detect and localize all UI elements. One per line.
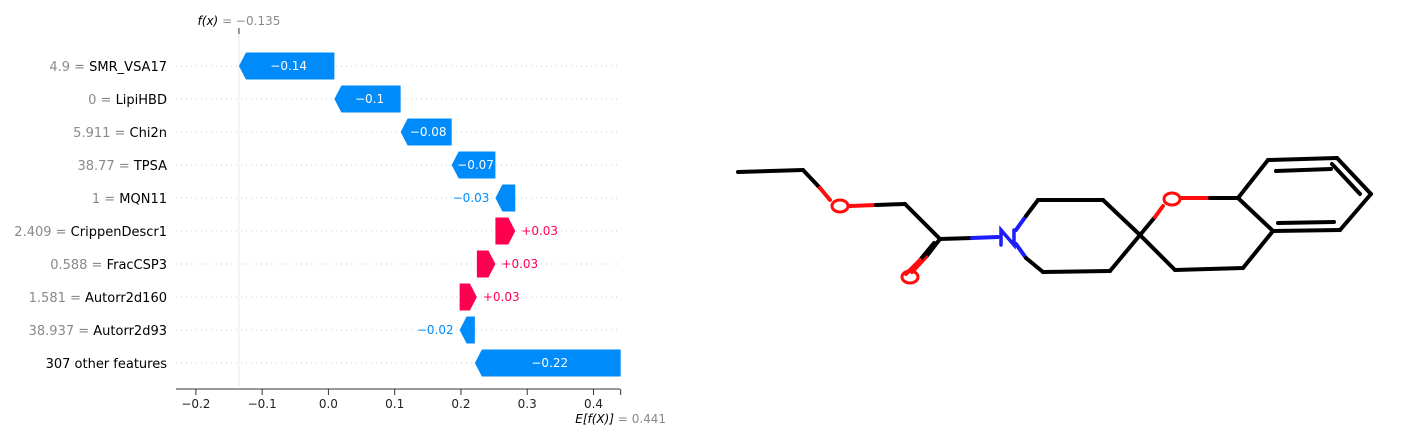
feature-value: 5.911 = [73,126,129,141]
x-tick-label: 0.3 [518,397,537,411]
x-tick-label: −0.1 [248,397,277,411]
feature-name: SMR_VSA17 [89,60,167,75]
x-tick-label: −0.2 [181,397,210,411]
bar-value-label: −0.14 [270,59,307,73]
feature-name: LipiHBD [116,93,167,108]
bar-value-label: −0.1 [355,92,384,106]
ex-label: E[f(X)] [575,412,614,426]
x-tick-label: 0.2 [451,397,470,411]
bar-value-label: −0.03 [453,191,490,205]
shap-bar [459,283,477,311]
shap-bar [474,349,621,377]
feature-value: 1.581 = [29,291,85,306]
feature-value: 1 = [92,192,119,207]
bar-value-label: −0.02 [417,323,454,337]
bar-value-label: −0.08 [410,125,447,139]
shap-bar [476,250,496,278]
feature-label: 38.937 = Autorr2d93 [29,324,167,339]
bar-value-label: −0.22 [531,356,568,370]
shap-bar [334,85,401,113]
bar-value-label: −0.07 [457,158,494,172]
molecule-structure-image [736,156,1373,285]
shap-bar [495,217,516,245]
x-tick-label: 0.0 [319,397,338,411]
feature-name: FracCSP3 [107,258,167,273]
feature-label: 4.9 = SMR_VSA17 [49,60,167,75]
feature-name: Autorr2d93 [93,324,167,339]
shap-waterfall-chart: −0.14−0.1−0.08−0.07−0.03+0.03+0.03+0.03−… [14,14,666,426]
feature-label: 38.77 = TPSA [77,159,167,174]
feature-value: 38.937 = [29,324,94,339]
feature-name: MQN11 [119,192,167,207]
x-tick-label: 0.1 [385,397,404,411]
shap-bar [451,151,496,179]
feature-label: 1.581 = Autorr2d160 [29,291,167,306]
fx-value: = −0.135 [218,14,280,28]
feature-name: CrippenDescr1 [71,225,167,240]
feature-value: 0.588 = [50,258,106,273]
shap-bar [495,184,516,212]
feature-name: 307 other features [46,357,168,372]
feature-name: Chi2n [130,126,167,141]
feature-label: 307 other features [46,357,168,372]
feature-value: 4.9 = [49,60,89,75]
feature-label: 0 = LipiHBD [88,93,167,108]
bar-value-label: +0.03 [521,224,558,238]
feature-labels: 4.9 = SMR_VSA17 0 = LipiHBD 5.911 = Chi2n 3… [14,60,167,372]
fx-annotation: f(x) = −0.135 [198,14,281,28]
shap-bar [459,316,475,344]
bar-value-label: +0.03 [483,290,520,304]
feature-label: 1 = MQN11 [92,192,167,207]
bar-value-label: +0.03 [501,257,538,271]
x-axis: −0.2 −0.1 0.0 0.1 0.2 0.3 0.4 [176,28,622,411]
fx-label: f(x) [198,14,219,28]
feature-name: Autorr2d160 [85,291,167,306]
feature-value: 0 = [88,93,115,108]
shap-bar [238,52,335,80]
bars: −0.14 −0.1 −0.08 −0.07 −0.03 +0.03 +0.03 +0.03 −… [238,52,621,377]
feature-label: 0.588 = FracCSP3 [50,258,167,273]
feature-label: 5.911 = Chi2n [73,126,167,141]
feature-value: 2.409 = [14,225,70,240]
feature-label: 2.409 = CrippenDescr1 [14,225,167,240]
x-tick-label: 0.4 [584,397,603,411]
feature-value: 38.77 = [77,159,133,174]
ex-value: = 0.441 [614,412,666,426]
feature-name: TPSA [133,159,167,174]
shap-bar [400,118,452,146]
expected-value-annotation: E[f(X)] = 0.441 [575,412,666,426]
